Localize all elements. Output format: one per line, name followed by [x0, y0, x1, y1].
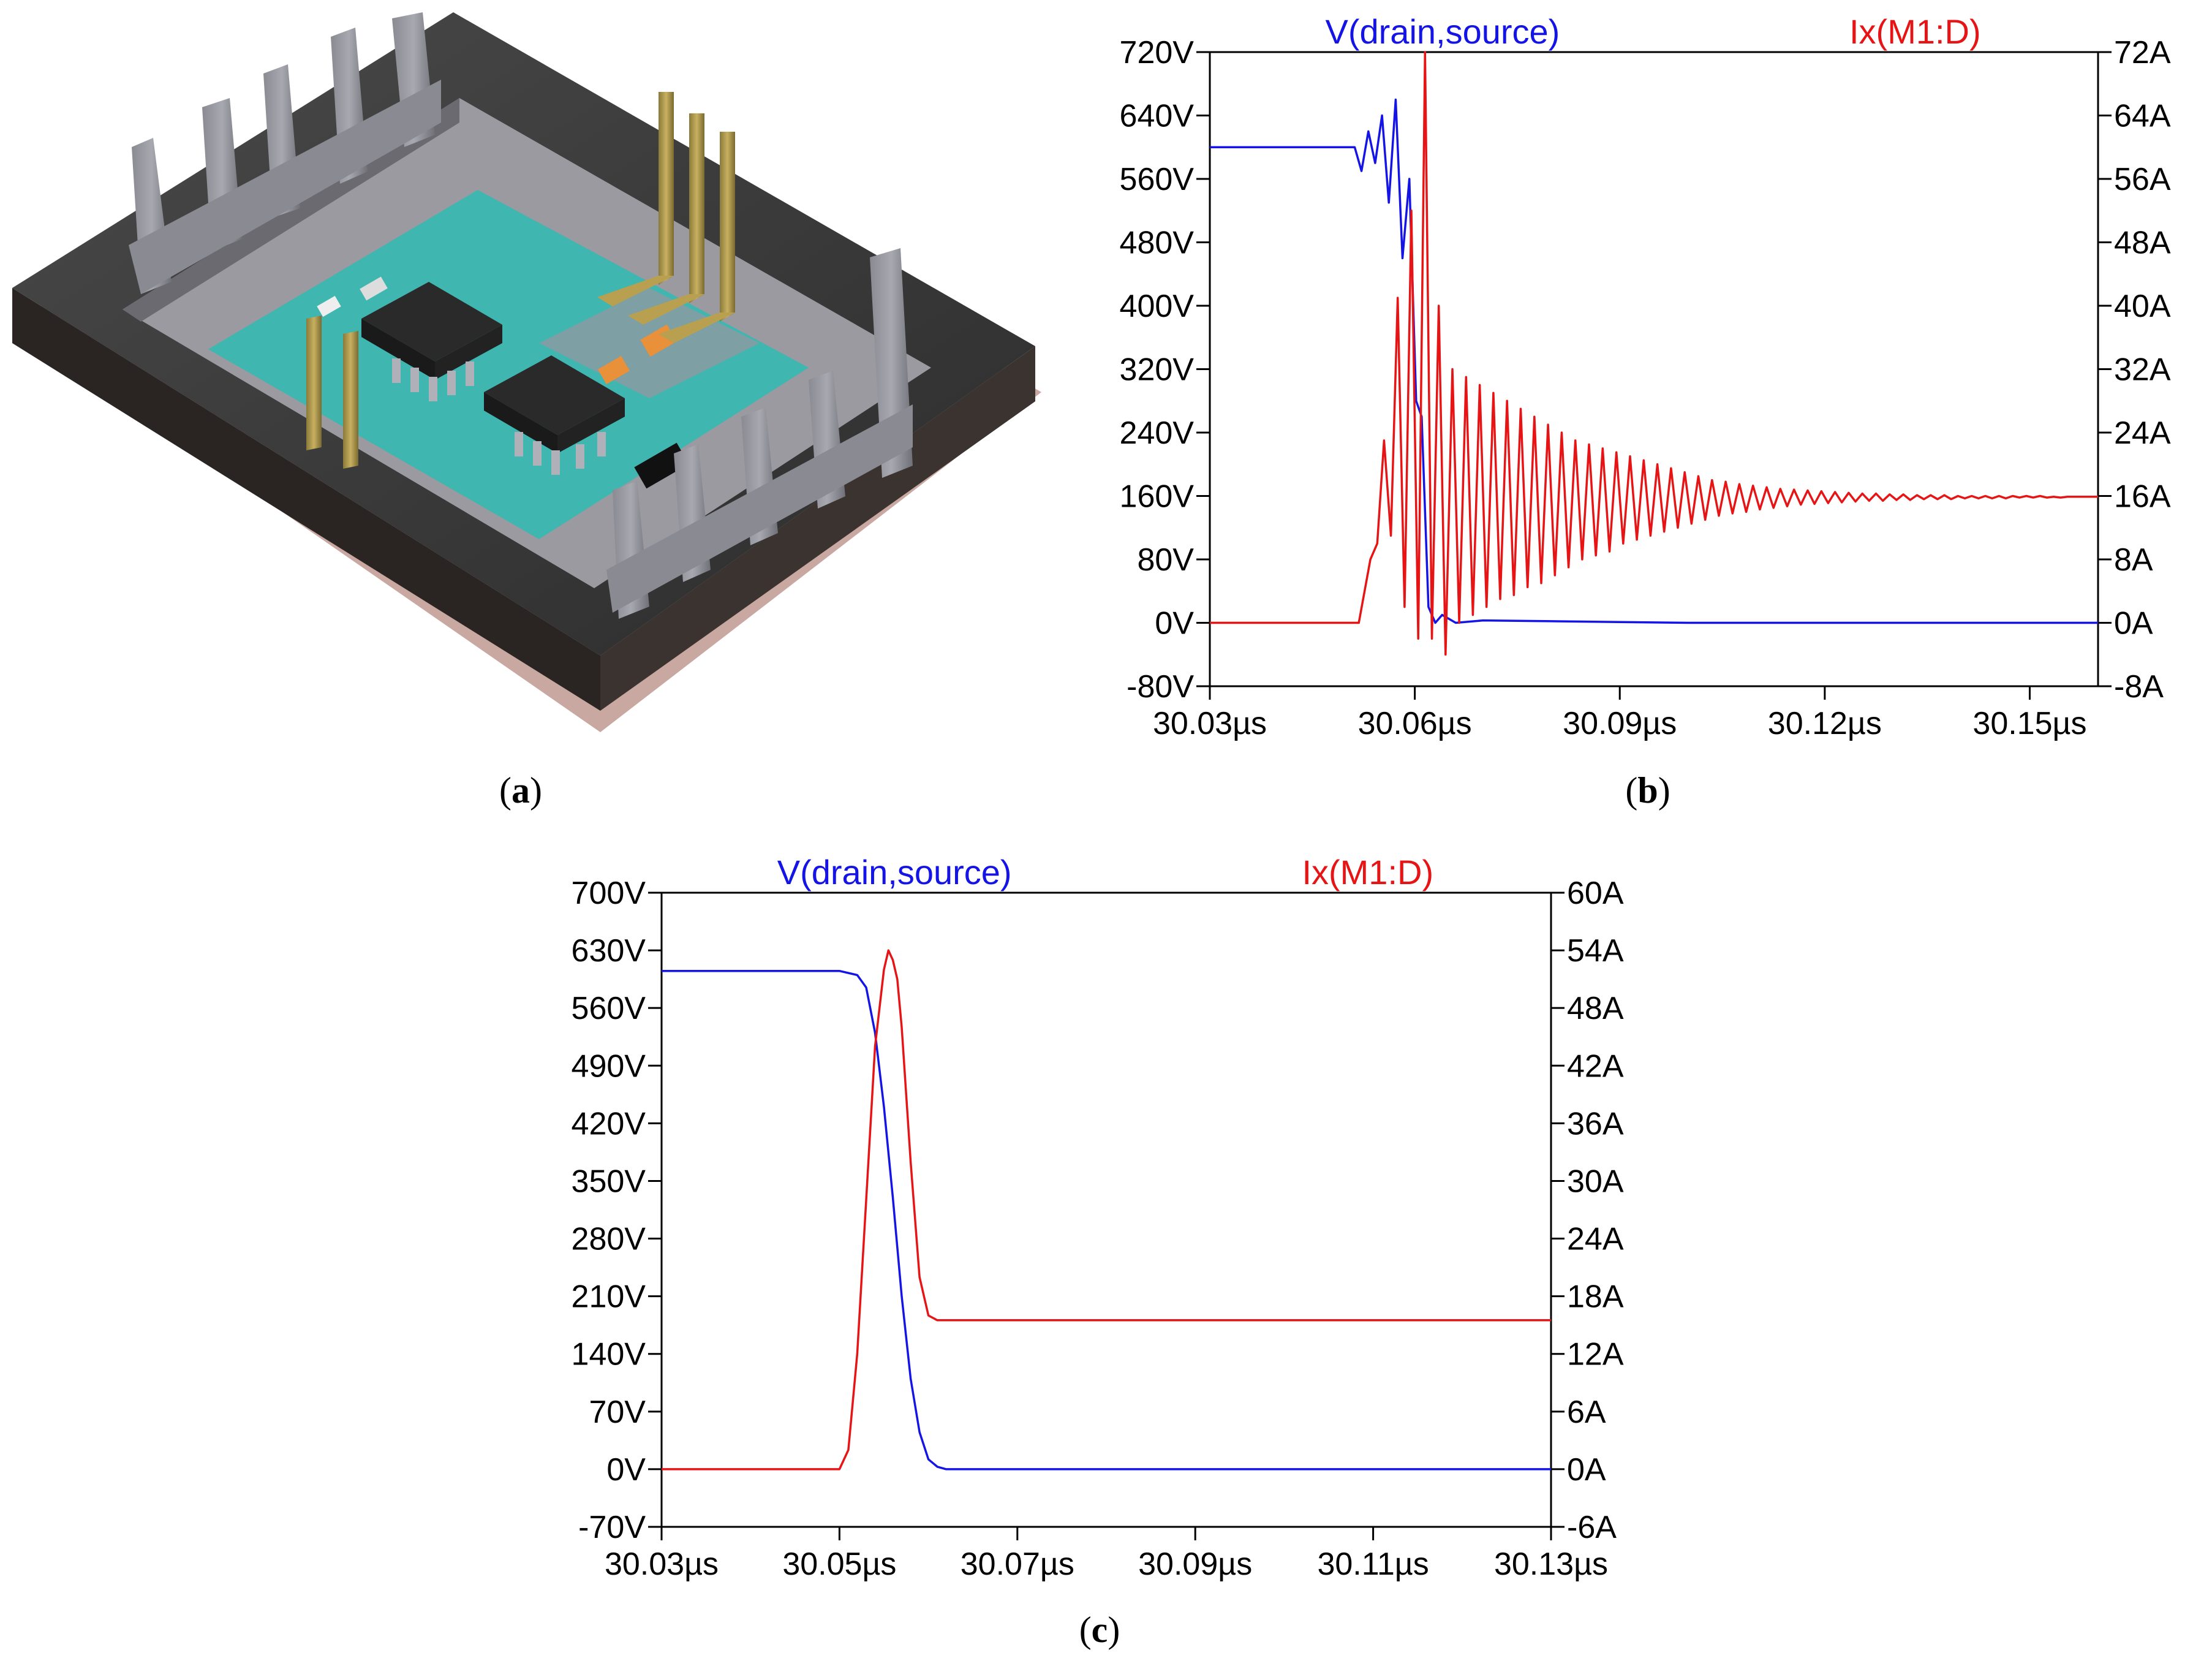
- gold-leads-right: [597, 92, 735, 343]
- y-right-tick-label: 48A: [2114, 225, 2171, 261]
- resistor-3: [317, 295, 341, 317]
- chart-c: 700V 630V 560V 490V 420V 350V 280V 210V 140V 70V 0…: [572, 853, 1624, 1582]
- x-tick-label: 30.11µs: [1317, 1546, 1429, 1582]
- y-right-tick-label: 18A: [1567, 1279, 1624, 1315]
- ic-chip-1: [361, 282, 502, 401]
- module-side-right: [600, 346, 1035, 711]
- y-right-tick-label: -6A: [1567, 1510, 1617, 1545]
- y-left-tick-label: 700V: [572, 876, 646, 911]
- y-right-tick-label: 24A: [1567, 1222, 1624, 1257]
- y-left-tick-label: 70V: [589, 1395, 646, 1430]
- y-right-tick-label: 6A: [1567, 1395, 1606, 1430]
- y-right-tick-label: 12A: [1567, 1337, 1624, 1372]
- y-left-tick-label: 0V: [606, 1452, 646, 1488]
- capacitor-2: [597, 355, 630, 385]
- pin-row-back: [129, 12, 441, 294]
- y-left-tick-label: 210V: [572, 1279, 646, 1315]
- y-left-tick-label: 350V: [572, 1164, 646, 1199]
- series-line-voltage: [1210, 98, 2098, 624]
- caption-b: (b): [1625, 770, 1670, 811]
- y-left-tick-label: 80V: [1137, 542, 1194, 578]
- x-tick-label: 30.09µs: [1563, 706, 1677, 741]
- y-right-tick-label: 0A: [1567, 1452, 1606, 1488]
- y-left-tick-label: 560V: [572, 991, 646, 1026]
- y-left-tick-label: 420V: [572, 1106, 646, 1141]
- y-right-tick-label: 32A: [2114, 352, 2171, 388]
- substrate: [208, 190, 809, 539]
- y-left-tick-label: 280V: [572, 1222, 646, 1257]
- caption-a: (a): [499, 770, 542, 811]
- series-name-current: Ix(M1:D): [1849, 12, 1981, 51]
- y-right-tick-label: 72A: [2114, 35, 2171, 70]
- module-illustration: [12, 12, 1041, 732]
- series-line-current: [1210, 51, 2098, 656]
- module-side-left: [12, 288, 600, 711]
- y-right-tick-label: 0A: [2114, 606, 2153, 641]
- y-left-tick-label: 490V: [572, 1048, 646, 1084]
- x-tick-label: 30.03µs: [1153, 706, 1267, 741]
- y-right-tick-label: 54A: [1567, 933, 1624, 969]
- y-left-tick-label: 400V: [1120, 289, 1195, 324]
- x-tick-label: 30.05µs: [782, 1546, 896, 1582]
- gold-leads-left: [306, 316, 358, 469]
- x-tick-label: 30.15µs: [1972, 706, 2086, 741]
- y-right-tick-label: 42A: [1567, 1048, 1624, 1084]
- series-line-current: [662, 949, 1551, 1470]
- x-tick-label: 30.06µs: [1358, 706, 1472, 741]
- x-tick-label: 30.13µs: [1494, 1546, 1608, 1582]
- y-left-tick-label: 720V: [1120, 35, 1195, 70]
- y-left-tick-label: 630V: [572, 933, 646, 969]
- x-tick-label: 30.07µs: [961, 1546, 1074, 1582]
- resistor-2: [360, 276, 388, 301]
- y-right-tick-label: 30A: [1567, 1164, 1624, 1199]
- y-left-tick-label: 320V: [1120, 352, 1195, 388]
- y-left-tick-label: 640V: [1120, 99, 1195, 134]
- plot-frame: [660, 891, 1552, 1528]
- y-right-tick-label: 24A: [2114, 415, 2171, 451]
- y-right-tick-label: 36A: [1567, 1106, 1624, 1141]
- y-left-tick-label: -80V: [1127, 669, 1194, 705]
- y-left-tick-label: 240V: [1120, 415, 1195, 451]
- y-right-tick-label: 48A: [1567, 991, 1624, 1026]
- y-right-tick-label: 40A: [2114, 289, 2171, 324]
- y-left-tick-label: 140V: [572, 1337, 646, 1372]
- y-left-tick-label: 160V: [1120, 479, 1195, 515]
- series-line-voltage: [662, 969, 1551, 1470]
- y-right-tick-label: 64A: [2114, 99, 2171, 134]
- y-right-tick-label: -8A: [2114, 669, 2164, 705]
- caption-c: (c): [1079, 1610, 1120, 1650]
- x-tick-label: 30.12µs: [1768, 706, 1882, 741]
- series-name-current: Ix(M1:D): [1302, 853, 1433, 891]
- series-name-voltage: V(drain,source): [1326, 12, 1560, 51]
- y-left-tick-label: 0V: [1155, 606, 1194, 641]
- pin-row-front: [606, 248, 913, 619]
- x-tick-label: 30.09µs: [1138, 1546, 1252, 1582]
- y-right-tick-label: 60A: [1567, 876, 1624, 911]
- chart-b: 720V 640V 560V 480V 400V 320V 240V 160V 80V 0V -80…: [1120, 12, 2171, 741]
- y-right-tick-label: 56A: [2114, 162, 2171, 197]
- ic-chip-2: [484, 355, 625, 475]
- y-left-tick-label: 480V: [1120, 225, 1195, 261]
- y-left-tick-label: 560V: [1120, 162, 1195, 197]
- x-tick-label: 30.03µs: [605, 1546, 719, 1582]
- series-name-voltage: V(drain,source): [777, 853, 1012, 891]
- y-right-tick-label: 8A: [2114, 542, 2153, 578]
- y-right-tick-label: 16A: [2114, 479, 2171, 515]
- y-left-tick-label: -70V: [578, 1510, 646, 1545]
